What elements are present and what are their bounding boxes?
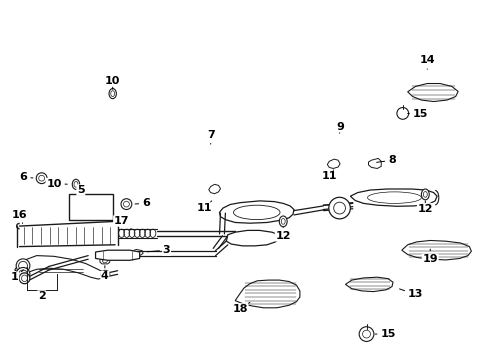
Circle shape xyxy=(334,202,345,214)
Ellipse shape xyxy=(423,192,427,197)
Ellipse shape xyxy=(76,202,105,208)
Circle shape xyxy=(397,108,409,119)
Polygon shape xyxy=(107,197,110,206)
Circle shape xyxy=(359,327,374,341)
Ellipse shape xyxy=(16,267,30,281)
Polygon shape xyxy=(368,158,381,168)
Ellipse shape xyxy=(111,91,115,96)
Ellipse shape xyxy=(36,173,47,184)
Text: 15: 15 xyxy=(408,109,428,120)
Ellipse shape xyxy=(76,198,105,204)
FancyBboxPatch shape xyxy=(69,194,113,220)
Text: 12: 12 xyxy=(275,227,291,241)
Ellipse shape xyxy=(279,216,287,227)
Polygon shape xyxy=(96,250,140,260)
Text: 18: 18 xyxy=(232,302,250,314)
Polygon shape xyxy=(100,257,110,264)
Polygon shape xyxy=(209,184,221,194)
Text: 13: 13 xyxy=(399,289,423,300)
Text: 9: 9 xyxy=(337,122,344,133)
Ellipse shape xyxy=(19,261,27,270)
Ellipse shape xyxy=(109,89,117,99)
Polygon shape xyxy=(71,197,74,206)
Ellipse shape xyxy=(123,201,129,207)
Ellipse shape xyxy=(101,270,110,278)
Circle shape xyxy=(329,197,350,219)
Circle shape xyxy=(363,330,370,338)
Text: 4: 4 xyxy=(101,266,109,282)
Text: 7: 7 xyxy=(207,130,215,144)
Ellipse shape xyxy=(74,181,78,187)
Ellipse shape xyxy=(39,175,45,181)
Polygon shape xyxy=(402,240,471,260)
Text: 2: 2 xyxy=(38,291,46,301)
Ellipse shape xyxy=(368,192,421,203)
Text: 11: 11 xyxy=(197,201,213,213)
Text: 3: 3 xyxy=(147,245,171,255)
Polygon shape xyxy=(226,230,279,246)
Ellipse shape xyxy=(73,179,80,189)
Text: 15: 15 xyxy=(375,329,396,339)
Text: 8: 8 xyxy=(377,155,396,165)
Text: 11: 11 xyxy=(321,170,337,181)
Text: 6: 6 xyxy=(20,172,33,182)
Ellipse shape xyxy=(281,219,285,224)
Text: 14: 14 xyxy=(419,55,435,69)
Polygon shape xyxy=(131,249,143,256)
Polygon shape xyxy=(220,201,294,223)
Ellipse shape xyxy=(22,275,27,282)
Ellipse shape xyxy=(233,205,280,220)
Ellipse shape xyxy=(16,259,30,273)
Text: 17: 17 xyxy=(114,216,131,229)
Polygon shape xyxy=(350,189,437,206)
Text: 5: 5 xyxy=(77,185,85,195)
Ellipse shape xyxy=(421,189,429,200)
Ellipse shape xyxy=(19,270,27,279)
Text: 12: 12 xyxy=(417,201,433,214)
Text: 16: 16 xyxy=(12,210,27,224)
Text: 19: 19 xyxy=(422,249,438,264)
Text: 1: 1 xyxy=(11,270,24,282)
Text: 10: 10 xyxy=(105,76,121,89)
Ellipse shape xyxy=(102,258,107,263)
Ellipse shape xyxy=(19,273,30,284)
Polygon shape xyxy=(327,159,340,168)
Ellipse shape xyxy=(121,199,132,210)
Polygon shape xyxy=(408,84,458,102)
Text: 10: 10 xyxy=(46,179,67,189)
Polygon shape xyxy=(345,277,393,292)
Polygon shape xyxy=(235,280,300,308)
Polygon shape xyxy=(15,256,108,279)
Text: 6: 6 xyxy=(135,198,150,208)
